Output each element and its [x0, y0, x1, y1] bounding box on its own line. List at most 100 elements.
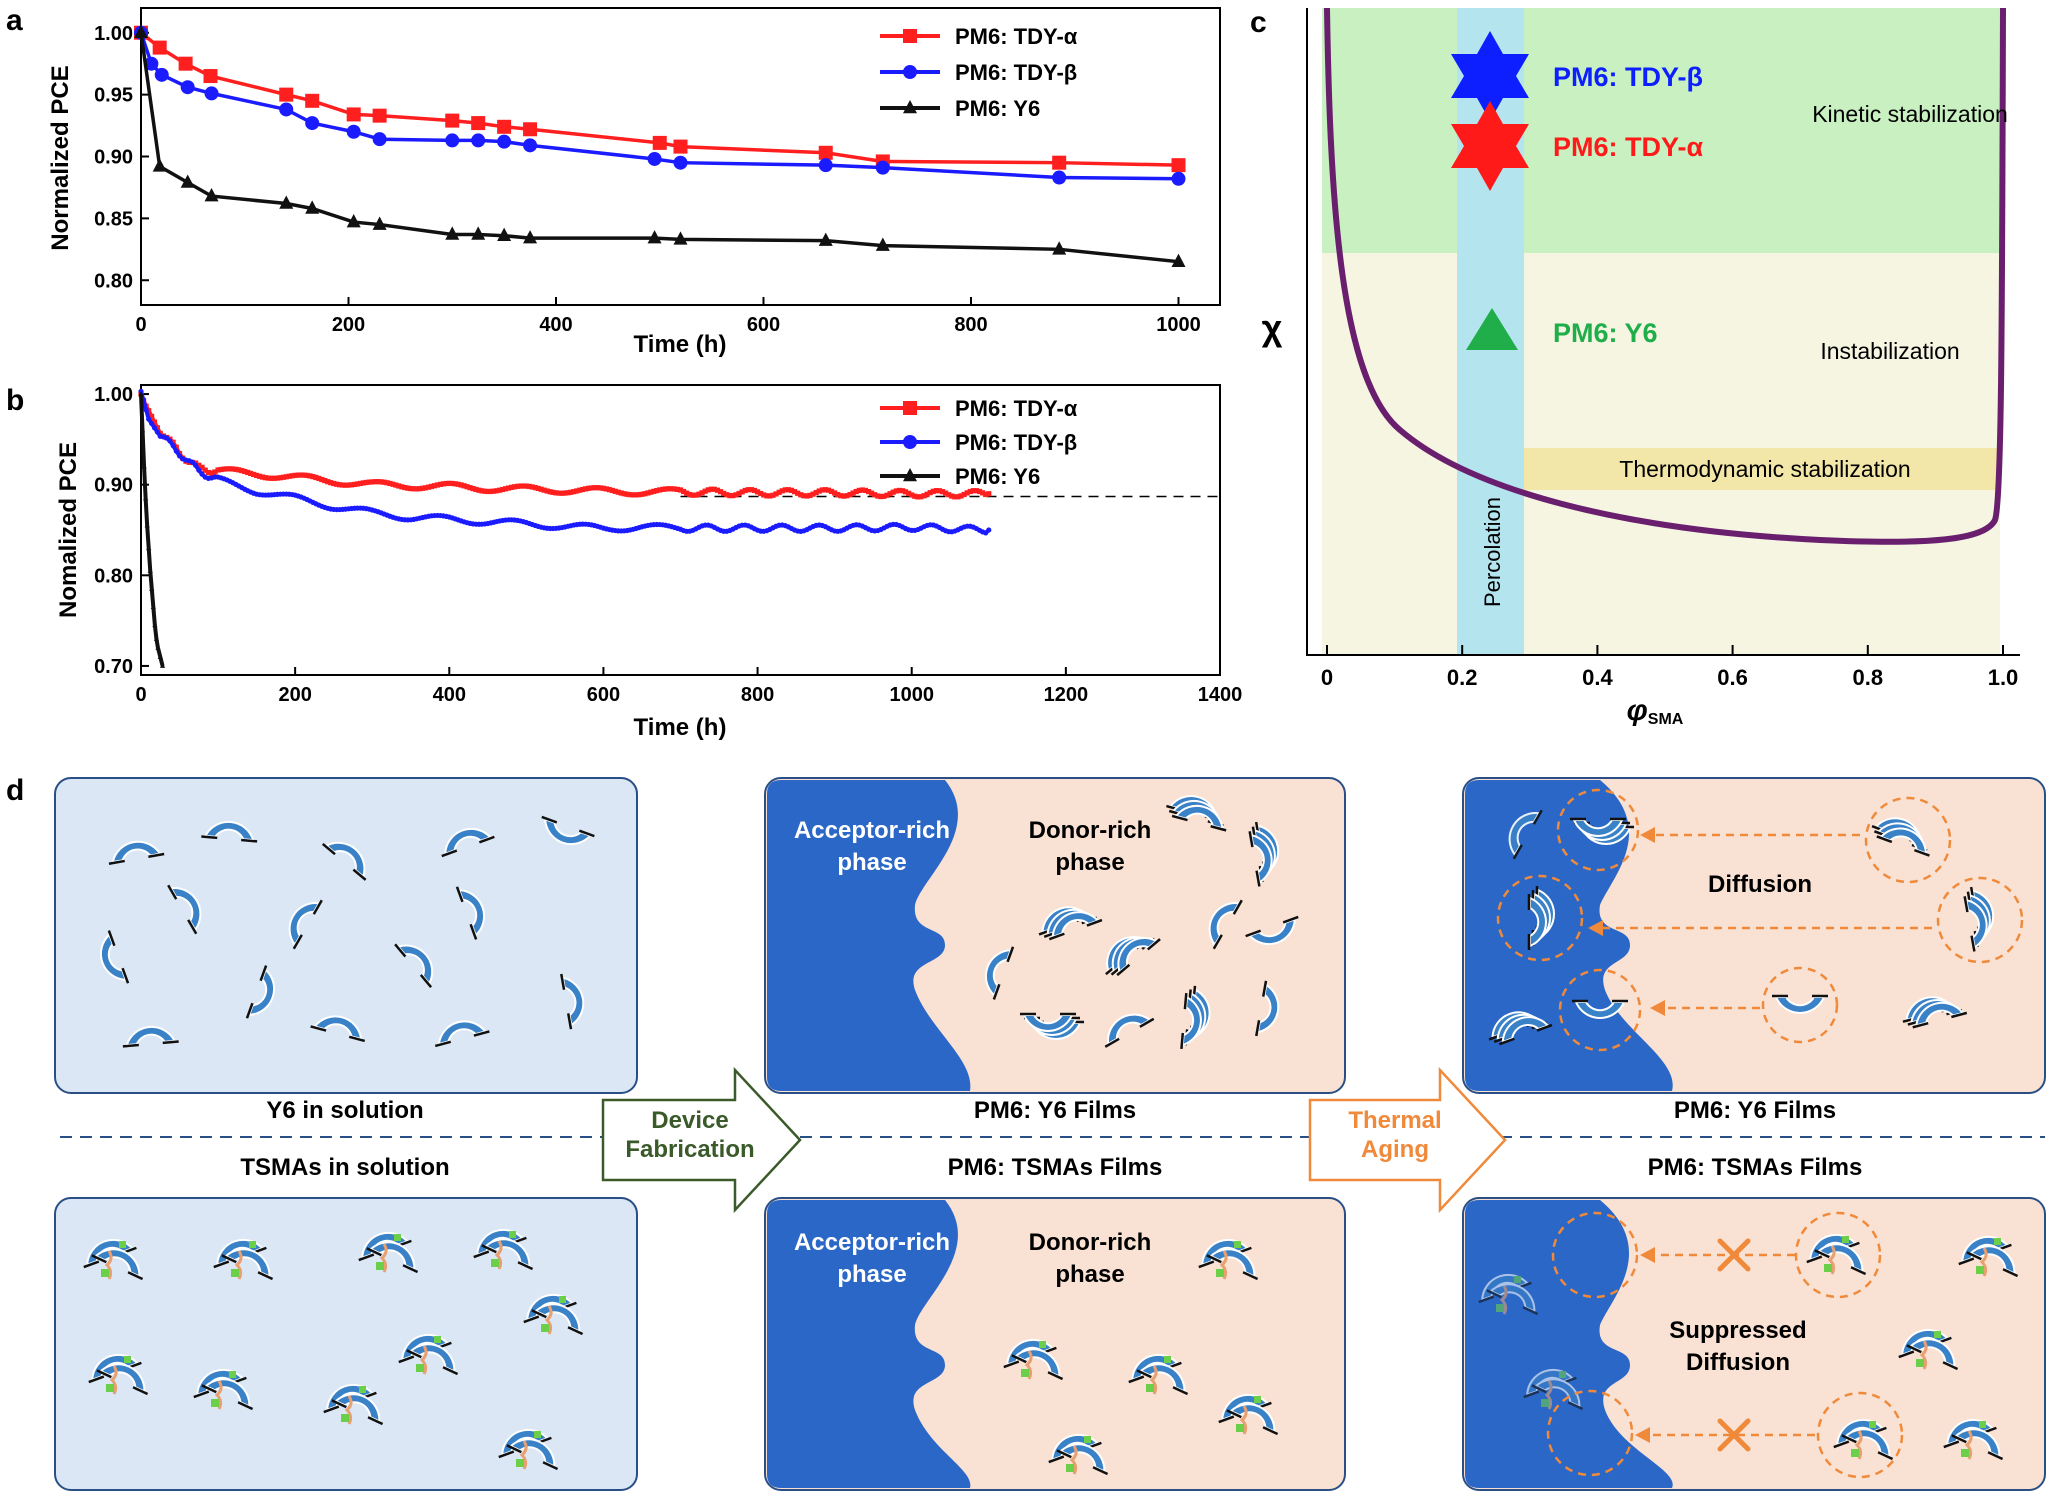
data-point [600, 485, 607, 491]
panel-label-b: b [6, 384, 24, 417]
suppressed-diffusion-label: Suppressed Diffusion [1669, 1317, 1806, 1376]
data-point [372, 479, 378, 485]
data-point [779, 488, 785, 494]
data-point [256, 473, 263, 479]
data-point [262, 475, 269, 481]
data-point [699, 490, 705, 496]
data-point [933, 488, 939, 494]
data-point [751, 487, 758, 494]
y6-solution-caption: Y6 in solution [266, 1097, 423, 1124]
data-point [227, 466, 233, 472]
data-point [230, 466, 236, 472]
data-point [514, 483, 521, 489]
data-point [464, 484, 470, 490]
data-point [875, 237, 890, 251]
data-point [445, 113, 460, 128]
data-point [471, 226, 486, 240]
data-point [485, 488, 491, 495]
data-point [825, 487, 832, 493]
data-point [146, 408, 152, 414]
data-point [523, 122, 538, 137]
data-point [906, 490, 912, 496]
data-point [298, 472, 304, 478]
data-point [936, 488, 943, 494]
y-tick-label: 0.90 [94, 147, 133, 169]
data-point [828, 488, 835, 495]
data-point [305, 116, 320, 131]
tsma-solution-box [54, 1197, 638, 1491]
data-point [307, 473, 313, 479]
data-point [538, 486, 544, 492]
data-point [673, 139, 688, 154]
data-point [508, 484, 515, 490]
data-point [594, 485, 601, 491]
panel-label-c: c [1250, 6, 1267, 39]
data-point [153, 635, 160, 641]
data-point [372, 132, 387, 147]
data-point [556, 490, 562, 496]
data-point [853, 488, 859, 495]
data-point [1171, 171, 1186, 186]
data-point [199, 464, 205, 470]
data-point [733, 492, 739, 498]
data-point [899, 488, 906, 494]
data-point [939, 489, 946, 495]
data-point [254, 472, 260, 479]
data-point [467, 485, 473, 491]
data-point [663, 486, 669, 492]
data-point [473, 486, 479, 493]
data-point [505, 485, 512, 491]
data-point [973, 488, 980, 494]
data-point [785, 487, 791, 493]
data-point [233, 466, 239, 472]
data-point [375, 479, 381, 485]
data-point [1171, 253, 1186, 267]
series-2 [134, 24, 1186, 267]
data-point [721, 490, 727, 496]
point-label-y6: PM6: Y6 [1553, 318, 1658, 348]
data-point [818, 232, 833, 246]
data-point [286, 473, 292, 479]
data-point [154, 67, 169, 82]
data-point [816, 488, 822, 494]
data-point [189, 459, 195, 465]
data-point [835, 491, 841, 498]
chart-c-ticks: 0 0.2 0.4 0.6 0.8 1.0 [1321, 645, 2018, 690]
chart-b-legend: PM6: TDY-α PM6: TDY-β PM6: Y6 [880, 396, 1078, 489]
tsma-solution-caption: TSMAs in solution [240, 1154, 449, 1181]
data-point [690, 492, 696, 498]
legend-label: PM6: TDY-α [955, 396, 1078, 421]
data-point [562, 490, 568, 496]
data-point [890, 489, 896, 495]
data-point [645, 490, 651, 496]
data-point [615, 489, 621, 495]
chart-b-frame [140, 384, 1221, 676]
data-point [345, 482, 352, 488]
data-point [651, 488, 657, 494]
y6-films-caption: PM6: Y6 Films [974, 1097, 1136, 1124]
blocked-x-icon [1717, 1238, 1751, 1452]
data-point [1052, 241, 1067, 255]
x-tick-label: 600 [587, 684, 620, 706]
chart-b: b 0 200 400 600 800 1000 1200 1400 0.70 0.80 0.90 1… [6, 384, 1242, 741]
data-point [674, 486, 681, 493]
data-point [859, 487, 865, 493]
series-0 [138, 391, 992, 500]
data-point [203, 69, 218, 84]
data-point [351, 481, 358, 488]
data-point [458, 482, 464, 488]
data-point [705, 487, 711, 493]
data-point [319, 476, 325, 483]
tsma-films-caption: PM6: TSMAs Films [948, 1154, 1163, 1181]
schematic-d: d [6, 774, 2046, 1491]
data-point [976, 488, 983, 495]
data-point [399, 484, 405, 490]
data-point [807, 492, 813, 499]
data-point [402, 484, 408, 491]
data-point [980, 490, 986, 496]
data-point [896, 487, 902, 494]
data-point [271, 475, 277, 481]
data-point [654, 487, 660, 494]
x-tick-label: 1000 [889, 684, 934, 706]
